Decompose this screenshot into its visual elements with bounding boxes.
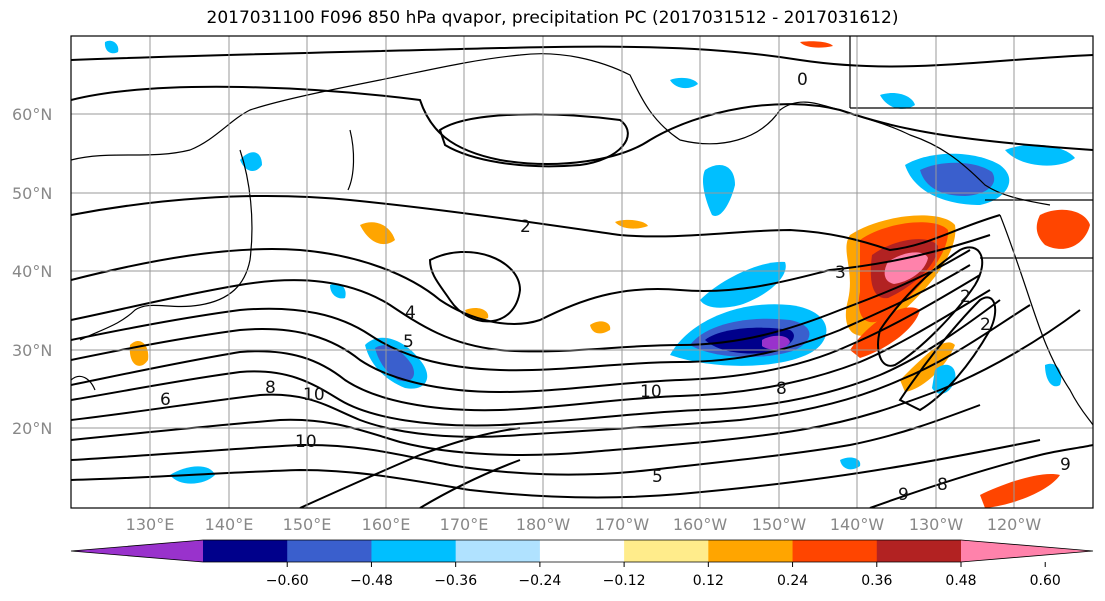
- contour-label: 8: [776, 379, 787, 399]
- contour-label: 9: [1060, 455, 1071, 475]
- colorbar-segment: [792, 540, 878, 562]
- contour-label: 6: [160, 390, 171, 410]
- map-title: 2017031100 F096 850 hPa qvapor, precipit…: [206, 8, 899, 28]
- lat-label: 30°N: [12, 341, 52, 360]
- colorbar-segment: [708, 540, 794, 562]
- colorbar-tick-label: −0.24: [518, 573, 561, 589]
- colorbar-segment: [876, 540, 962, 562]
- contour-label: 2: [980, 315, 991, 335]
- lon-label: 150°E: [283, 515, 332, 534]
- contour-label: 8: [937, 475, 948, 495]
- plot-area: [71, 36, 1093, 508]
- lat-label: 40°N: [12, 262, 52, 281]
- contour-label: 8: [265, 378, 276, 398]
- contour-label: 10: [295, 432, 317, 452]
- colorbar: −0.60 −0.48 −0.36 −0.24 −0.12 0.12 0.24 0.36 0.4…: [70, 539, 1094, 589]
- colorbar-segment: [287, 540, 372, 562]
- colorbar-extend-high: [961, 540, 1093, 562]
- colorbar-tick-label: 0.24: [777, 573, 808, 589]
- qvapor-contours: [71, 45, 1093, 508]
- graticule: [71, 36, 1093, 508]
- colorbar-segment: [203, 540, 288, 562]
- colorbar-tick-label: 0.12: [693, 573, 724, 589]
- colorbar-segment: [455, 540, 541, 562]
- contour-label: 2: [520, 217, 531, 237]
- colorbar-tick-label: −0.36: [434, 573, 477, 589]
- colorbar-segment: [624, 540, 709, 562]
- colorbar-outline: [70, 539, 1094, 563]
- contour-label: 5: [652, 467, 663, 487]
- contour-label: 10: [640, 382, 662, 402]
- lat-label: 20°N: [12, 419, 52, 438]
- lon-label: 170°W: [595, 515, 650, 534]
- longitude-labels: 130°E 140°E 150°E 160°E 170°E 180°W 170°…: [126, 515, 1042, 534]
- colorbar-segment: [539, 540, 625, 562]
- colorbar-segment: [371, 540, 457, 562]
- lon-label: 170°E: [440, 515, 489, 534]
- map-field: 0 2 3 4 5 6 8 10 10 10 5 8 9 2 2 8 9: [71, 36, 1093, 508]
- lon-label: 120°W: [987, 515, 1042, 534]
- contour-labels: 0 2 3 4 5 6 8 10 10 10 5 8 9 2 2 8 9: [160, 70, 1071, 505]
- contour-label: 3: [835, 263, 846, 283]
- lat-label: 60°N: [12, 105, 52, 124]
- contour-label: 0: [797, 70, 808, 90]
- colorbar-tick-label: 0.36: [861, 573, 892, 589]
- lon-label: 160°W: [673, 515, 728, 534]
- lon-label: 180°W: [516, 515, 571, 534]
- colorbar-tick-label: 0.48: [945, 573, 976, 589]
- lon-label: 140°E: [205, 515, 254, 534]
- contour-label: 5: [403, 332, 414, 352]
- colorbar-extend-low: [71, 540, 203, 562]
- lon-label: 140°W: [830, 515, 885, 534]
- colorbar-tick-label: −0.60: [266, 573, 309, 589]
- lat-label: 50°N: [12, 184, 52, 203]
- lon-label: 130°W: [909, 515, 964, 534]
- colorbar-tick-label: −0.12: [603, 573, 646, 589]
- plot-frame: [70, 35, 1094, 509]
- colorbar-tick-label: −0.48: [350, 573, 393, 589]
- contour-label: 4: [405, 303, 416, 323]
- latitude-labels: 60°N 50°N 40°N 30°N 20°N: [12, 105, 52, 438]
- contour-label: 10: [303, 385, 325, 405]
- contour-label: 2: [960, 287, 971, 307]
- contour-label: 9: [898, 485, 909, 505]
- lon-label: 160°E: [362, 515, 411, 534]
- lon-label: 130°E: [126, 515, 175, 534]
- colorbar-tick-label: 0.60: [1030, 573, 1061, 589]
- lon-label: 150°W: [752, 515, 807, 534]
